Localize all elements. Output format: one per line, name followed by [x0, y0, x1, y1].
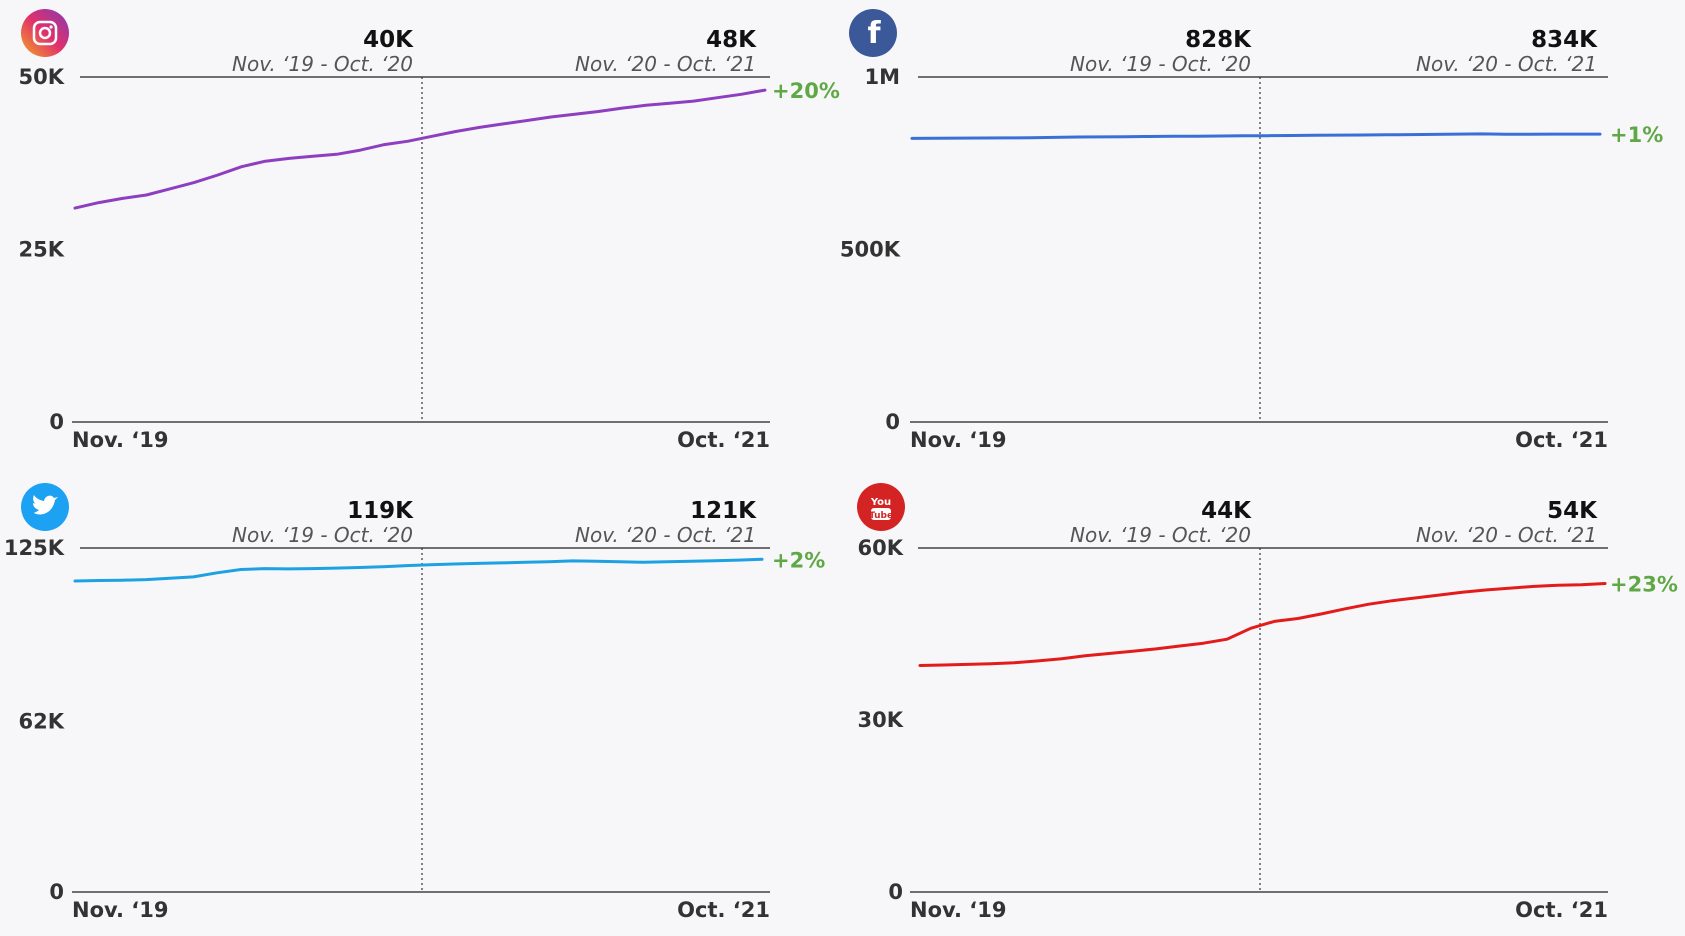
period-value: 121K — [690, 498, 757, 524]
series-line-instagram — [73, 88, 767, 210]
x-tick-label-start: Nov. ‘19 — [910, 898, 1006, 922]
change-label: +2% — [772, 548, 825, 572]
youtube-icon: You Tube — [857, 483, 905, 531]
youtube-glyph-bottom: Tube — [869, 511, 893, 521]
x-tick-label-start: Nov. ‘19 — [910, 428, 1006, 452]
change-label: +23% — [1610, 573, 1678, 597]
y-tick-label: 30K — [858, 708, 904, 732]
x-tick-label-start: Nov. ‘19 — [72, 428, 168, 452]
period-label: Nov. ‘19 - Oct. ‘20 — [232, 523, 413, 547]
period-value: 40K — [363, 27, 414, 53]
period-label: Nov. ‘20 - Oct. ‘21 — [1416, 52, 1597, 76]
facebook-icon: f — [849, 9, 897, 57]
y-tick-label: 1M — [864, 65, 900, 89]
y-tick-label: 0 — [885, 410, 900, 434]
y-tick-label: 50K — [19, 65, 65, 89]
change-label: +20% — [772, 79, 840, 103]
youtube-glyph-top: You — [870, 497, 891, 508]
period-label: Nov. ‘20 - Oct. ‘21 — [1416, 523, 1597, 547]
y-tick-label: 25K — [19, 238, 65, 262]
period-label: Nov. ‘19 - Oct. ‘20 — [1070, 523, 1251, 547]
x-tick-label-end: Oct. ‘21 — [677, 428, 770, 452]
twitter-icon — [21, 483, 69, 531]
y-tick-label: 500K — [840, 238, 901, 262]
period-value: 828K — [1185, 27, 1252, 53]
x-tick-label-end: Oct. ‘21 — [1515, 428, 1608, 452]
period-value: 44K — [1201, 498, 1252, 524]
y-tick-label: 60K — [858, 536, 904, 560]
period-value: 834K — [1531, 27, 1598, 53]
x-tick-label-start: Nov. ‘19 — [72, 898, 168, 922]
y-tick-label: 0 — [49, 880, 64, 904]
series-line-youtube — [918, 582, 1607, 667]
y-tick-label: 0 — [49, 410, 64, 434]
period-value: 48K — [706, 27, 757, 53]
period-label: Nov. ‘20 - Oct. ‘21 — [575, 523, 756, 547]
period-label: Nov. ‘19 - Oct. ‘20 — [1070, 52, 1251, 76]
period-value: 54K — [1547, 498, 1598, 524]
facebook-glyph: f — [867, 16, 881, 51]
series-line-facebook — [910, 132, 1602, 140]
y-tick-label: 125K — [4, 536, 65, 560]
instagram-icon — [21, 9, 69, 57]
x-tick-label-end: Oct. ‘21 — [677, 898, 770, 922]
change-label: +1% — [1610, 123, 1663, 147]
x-tick-label-end: Oct. ‘21 — [1515, 898, 1608, 922]
series-line-twitter — [73, 557, 764, 583]
period-value: 119K — [347, 498, 414, 524]
y-tick-label: 0 — [888, 880, 903, 904]
period-label: Nov. ‘19 - Oct. ‘20 — [232, 52, 413, 76]
period-label: Nov. ‘20 - Oct. ‘21 — [575, 52, 756, 76]
y-tick-label: 62K — [19, 709, 65, 733]
